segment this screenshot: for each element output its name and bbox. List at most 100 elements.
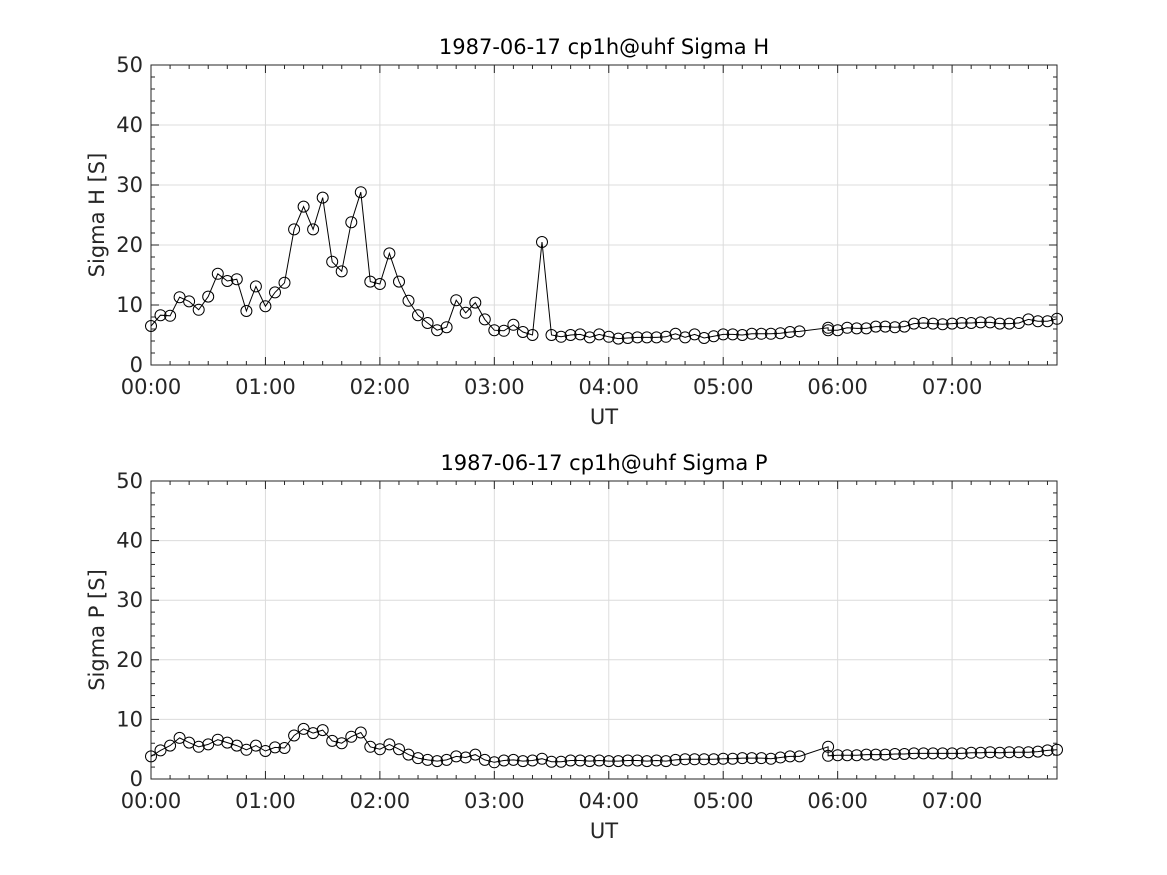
sigma-h-data-point (745, 327, 758, 340)
sigma-p-data-point (326, 734, 339, 747)
sigma-h-data-point (860, 322, 873, 335)
sigma-h-x-tick-label: 01:00 (235, 375, 296, 399)
sigma-p-x-tick-label: 02:00 (350, 789, 411, 813)
sigma-h-ylabel: Sigma H [S] (85, 153, 109, 278)
sigma-p-data-point (516, 755, 529, 768)
sigma-p-x-tick-label: 00:00 (121, 789, 182, 813)
sigma-p-xlabel: UT (590, 819, 618, 843)
sigma-h-data-point (602, 330, 615, 343)
sigma-h-data-point (249, 280, 262, 293)
sigma-h-y-tick-label: 10 (116, 293, 143, 317)
sigma-p-data-point (450, 750, 463, 763)
sigma-h-data-point (707, 330, 720, 343)
sigma-h-markers (145, 186, 1063, 345)
sigma-p-data-point (822, 749, 835, 762)
sigma-h-data-point (259, 300, 272, 313)
sigma-h-data-point (459, 306, 472, 319)
sigma-p-x-tick-label: 03:00 (464, 789, 525, 813)
sigma-h-data-point (564, 329, 577, 341)
sigma-h-data-point (869, 320, 882, 333)
sigma-p-x-tick-label: 01:00 (235, 789, 296, 813)
sigma-p-data-point (555, 755, 568, 768)
sigma-p-data-point (316, 724, 329, 737)
sigma-h-data-point (936, 318, 949, 331)
sigma-h-x-tick-label: 04:00 (579, 375, 640, 399)
sigma-h-data-point (555, 330, 568, 343)
sigma-h-data-point (507, 318, 520, 331)
sigma-h-data-point (774, 327, 787, 340)
sigma-p-data-point (1041, 744, 1054, 757)
sigma-p-data-point (621, 754, 634, 767)
sigma-p-data-point (946, 747, 959, 760)
sigma-h-data-point (650, 331, 663, 344)
sigma-h-x-tick-label: 06:00 (807, 375, 868, 399)
sigma-h-data-point (726, 328, 739, 341)
sigma-h-data-point (469, 296, 482, 309)
sigma-h-data-point (793, 325, 806, 338)
sigma-p-data-point (373, 743, 386, 756)
sigma-h-data-point (583, 331, 596, 344)
sigma-p-data-point (288, 729, 301, 742)
sigma-p-data-point (202, 738, 215, 751)
sigma-h-data-point (717, 328, 730, 341)
sigma-h-data-point (984, 316, 997, 329)
sigma-p-data-point (898, 748, 911, 760)
sigma-p-data-point (249, 739, 262, 752)
sigma-p-data-point (974, 746, 987, 759)
sigma-p-data-point (965, 746, 978, 759)
sigma-p-data-point (593, 754, 606, 767)
sigma-p-data-point (354, 726, 367, 739)
sigma-h-data-point (1031, 315, 1044, 328)
sigma-p-data-point (488, 756, 501, 769)
sigma-p-title: 1987-06-17 cp1h@uhf Sigma P (440, 451, 767, 475)
sigma-p-data-point (431, 755, 444, 768)
sigma-p-data-point (955, 747, 968, 760)
sigma-p-data-point (335, 737, 348, 750)
sigma-h-data-point (784, 326, 796, 338)
sigma-h-data-point (402, 294, 415, 307)
sigma-p-data-point (984, 746, 997, 759)
sigma-p-data-point (688, 753, 701, 766)
sigma-h-data-point (211, 267, 224, 280)
sigma-h-data-point (326, 255, 339, 268)
sigma-p-data-point (698, 753, 711, 766)
sigma-h-data-point (412, 309, 424, 322)
sigma-h-ticks: 00:00 01:00 02:00 03:00 04:00 05:00 06:00 07:00… (116, 53, 1057, 399)
sigma-p-data-point (545, 755, 558, 768)
sigma-h-grid (150, 64, 1057, 366)
sigma-h-x-tick-label: 03:00 (464, 375, 525, 399)
sigma-h-data-point (240, 305, 253, 317)
sigma-p-data-point (507, 753, 520, 766)
sigma-p-data-point (640, 755, 653, 768)
sigma-h-data-point (640, 331, 653, 344)
sigma-h-data-point (431, 324, 444, 337)
sigma-h-data-point (526, 329, 539, 341)
sigma-p-data-point (1022, 746, 1035, 759)
sigma-h-data-point (822, 324, 835, 337)
sigma-h-data-point (946, 317, 959, 330)
sigma-h-data-point (335, 265, 348, 278)
sigma-p-x-tick-label: 05:00 (693, 789, 754, 813)
sigma-p-data-point (669, 753, 682, 766)
sigma-p-data-point (679, 753, 692, 766)
sigma-p-x-tick-label: 06:00 (807, 789, 868, 813)
sigma-p-data-point (164, 739, 177, 752)
sigma-p-x-tick-label: 04:00 (579, 789, 640, 813)
sigma-p-data-point (583, 755, 596, 768)
sigma-p-data-point (927, 747, 939, 760)
sigma-p-data-point (793, 750, 806, 763)
sigma-h-data-point (316, 191, 329, 204)
sigma-h-data-point (421, 317, 434, 329)
sigma-p-data-point (364, 740, 377, 753)
sigma-h-y-tick-label: 40 (116, 113, 143, 137)
sigma-p-data-point (879, 748, 892, 761)
sigma-p-y-tick-label: 50 (116, 469, 143, 493)
sigma-h-data-point (450, 294, 463, 307)
sigma-p-data-point (1051, 743, 1063, 756)
sigma-p-data-point (412, 752, 424, 765)
sigma-h-data-point (841, 321, 854, 334)
sigma-p-data-point (602, 755, 615, 768)
sigma-p-grid (150, 480, 1057, 780)
sigma-p-y-tick-label: 40 (116, 529, 143, 553)
